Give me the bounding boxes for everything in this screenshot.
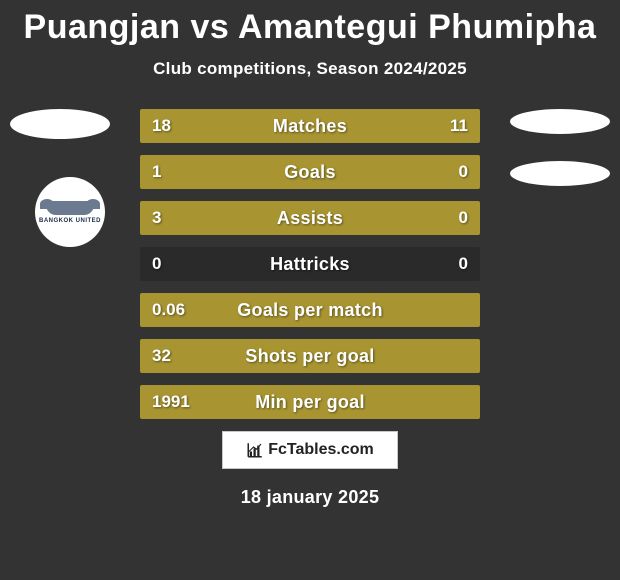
wings-icon bbox=[46, 201, 94, 215]
stat-row: Matches18 11 bbox=[140, 109, 480, 143]
stat-label: Assists bbox=[140, 201, 480, 235]
stat-row: Shots per goal32 bbox=[140, 339, 480, 373]
brand-text: FcTables.com bbox=[268, 441, 374, 459]
stat-row: Assists3 0 bbox=[140, 201, 480, 235]
stat-value-right: 11 bbox=[450, 109, 468, 143]
stat-row: Goals1 0 bbox=[140, 155, 480, 189]
stat-value-left: 1991 bbox=[152, 385, 190, 419]
stat-bars-container: Matches1811Goals10Assists30Hattricks00Go… bbox=[140, 109, 480, 419]
page-title: Puangjan vs Amantegui Phumipha bbox=[0, 0, 620, 47]
stat-value-right: 0 bbox=[459, 155, 468, 189]
stat-label: Min per goal bbox=[140, 385, 480, 419]
stat-value-right: 0 bbox=[459, 201, 468, 235]
stat-label: Shots per goal bbox=[140, 339, 480, 373]
stat-value-left: 18 bbox=[152, 109, 171, 143]
page-subtitle: Club competitions, Season 2024/2025 bbox=[0, 59, 620, 79]
stat-value-right: 0 bbox=[459, 247, 468, 281]
stat-value-left: 0.06 bbox=[152, 293, 185, 327]
stat-value-left: 3 bbox=[152, 201, 161, 235]
club-badge-left: BANGKOK UNITED bbox=[35, 177, 105, 247]
player-left-placeholder bbox=[10, 109, 110, 139]
chart-icon bbox=[246, 441, 264, 459]
stat-value-left: 0 bbox=[152, 247, 161, 281]
stat-row: Hattricks0 0 bbox=[140, 247, 480, 281]
player-right-placeholder-2 bbox=[510, 161, 610, 186]
stat-label: Goals per match bbox=[140, 293, 480, 327]
stat-label: Goals bbox=[140, 155, 480, 189]
brand-badge: FcTables.com bbox=[222, 431, 398, 469]
stat-row: Goals per match0.06 bbox=[140, 293, 480, 327]
comparison-panel: BANGKOK UNITED Matches1811Goals10Assists… bbox=[0, 109, 620, 508]
player-right-placeholder bbox=[510, 109, 610, 134]
stat-value-left: 1 bbox=[152, 155, 161, 189]
stat-value-left: 32 bbox=[152, 339, 171, 373]
club-badge-text: BANGKOK UNITED bbox=[39, 218, 101, 224]
stat-label: Hattricks bbox=[140, 247, 480, 281]
snapshot-date: 18 january 2025 bbox=[0, 487, 620, 508]
stat-label: Matches bbox=[140, 109, 480, 143]
stat-row: Min per goal1991 bbox=[140, 385, 480, 419]
